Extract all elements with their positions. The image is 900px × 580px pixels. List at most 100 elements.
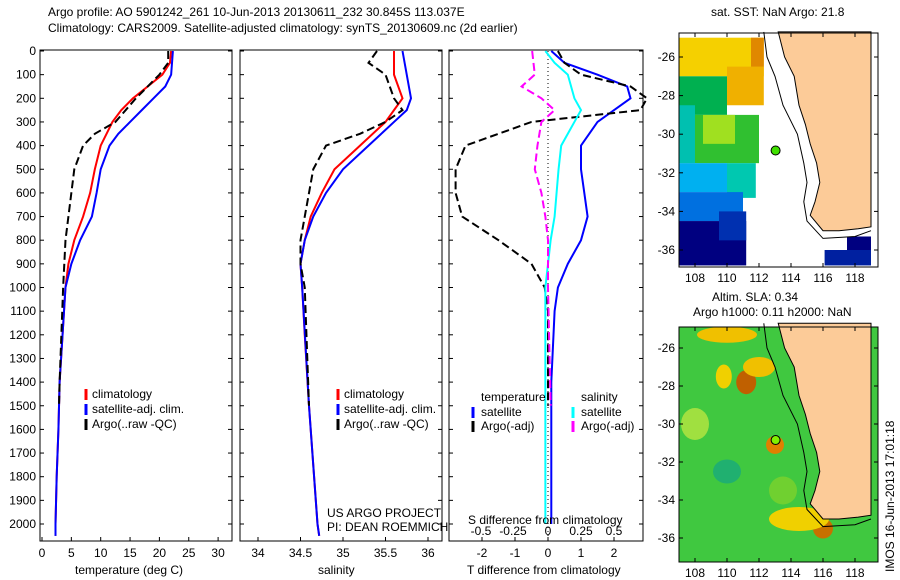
x-tick-label: 15 [123, 546, 137, 560]
land [777, 322, 872, 520]
sla-blob [715, 364, 732, 389]
sst-cell [824, 250, 871, 266]
panel-frame-2 [448, 49, 644, 542]
legend-label: satellite [481, 405, 522, 419]
lat-tick-label: -32 [658, 166, 676, 180]
y-tick-label: 1600 [9, 422, 36, 436]
land [777, 31, 872, 232]
panel-frame-0 [39, 49, 233, 542]
map-frame [678, 32, 879, 268]
y-tick-label: 400 [16, 139, 36, 153]
x-tick-label: 35.5 [374, 546, 398, 560]
y-tick-label: 0 [29, 44, 36, 58]
sla-blob [769, 476, 797, 505]
timestamp-stamp: IMOS 16-Jun-2013 17:01:18 [883, 420, 897, 572]
lat-tick-label: -32 [658, 455, 676, 469]
legend-label: satellite-adj. clim. [92, 402, 184, 416]
y-tick-label: 2000 [9, 517, 36, 531]
legend-label: climatology [344, 387, 404, 401]
y-tick-label: 800 [16, 233, 36, 247]
series-climatology [54, 50, 173, 536]
lat-tick-label: -34 [658, 204, 676, 218]
lat-tick-label: -30 [658, 417, 676, 431]
lat-tick-label: -30 [658, 127, 676, 141]
x-tick-label: 1 [578, 546, 585, 560]
x2-tick-label: -0.25 [499, 524, 527, 538]
panel-frame-1 [239, 49, 443, 542]
sla-blob [697, 326, 757, 343]
lon-tick-label: 116 [813, 271, 832, 285]
legend-title: salinity [581, 390, 618, 404]
legend-label: Argo(..raw -QC) [344, 417, 429, 431]
sst-cell [751, 37, 764, 67]
lon-tick-label: 118 [845, 271, 864, 285]
annotation-pi: PI: DEAN ROEMMICH [327, 520, 449, 534]
x-tick-label: 2 [611, 546, 618, 560]
lon-tick-label: 110 [717, 271, 736, 285]
lon-tick-label: 114 [781, 566, 800, 580]
series-satellite-adj-clim- [54, 50, 174, 536]
y-tick-label: 1800 [9, 470, 36, 484]
lat-tick-label: -34 [658, 493, 676, 507]
lon-tick-label: 110 [717, 566, 736, 580]
diff-xlabel: T difference from climatology [467, 563, 621, 577]
y-tick-label: 1200 [9, 328, 36, 342]
map-0 [678, 31, 879, 268]
y-tick-label: 600 [16, 186, 36, 200]
x2-tick-label: 0.5 [606, 524, 623, 538]
sal-xlabel: salinity [318, 563, 355, 577]
series-satellite-adj-clim- [299, 50, 413, 536]
title-line-2: Climatology: CARS2009. Satellite-adjuste… [48, 21, 518, 35]
x-tick-label: 36 [421, 546, 435, 560]
x2-tick-label: 0.25 [569, 524, 593, 538]
legend-label: Argo(-adj) [481, 419, 534, 433]
diff-x2label: S difference from climatology [468, 513, 623, 527]
sst-cell [719, 211, 747, 241]
lat-tick-label: -28 [658, 89, 676, 103]
y-tick-label: 100 [16, 68, 36, 82]
sst-cell [679, 163, 727, 193]
y-tick-label: 200 [16, 91, 36, 105]
y-tick-label: 300 [16, 115, 36, 129]
temp-xlabel: temperature (deg C) [75, 563, 184, 577]
series-t-satellite [550, 50, 632, 524]
legend-title: temperature [481, 390, 546, 404]
argo-location-marker [770, 145, 781, 156]
title-line-1: Argo profile: AO 5901242_261 10-Jun-2013… [48, 5, 465, 19]
x2-tick-label: 0 [545, 524, 552, 538]
argo-location-marker [770, 435, 781, 446]
legend-label: Argo(..raw -QC) [92, 417, 177, 431]
lat-tick-label: -26 [658, 341, 676, 355]
isobath [763, 323, 872, 528]
map2-title-1: Altim. SLA: 0.34 [712, 290, 799, 304]
legend-label: satellite-adj. clim. [344, 402, 436, 416]
x-tick-label: -1 [510, 546, 521, 560]
sla-blob [769, 507, 829, 531]
lon-tick-label: 112 [749, 566, 768, 580]
x-tick-label: 34 [251, 546, 265, 560]
x-tick-label: 34.5 [289, 546, 313, 560]
legend-label: climatology [92, 387, 152, 401]
y-tick-label: 500 [16, 162, 36, 176]
y-tick-label: 1000 [9, 281, 36, 295]
lon-tick-label: 108 [685, 566, 705, 580]
series-s-argo-adj- [519, 50, 557, 406]
sst-cell [703, 114, 735, 144]
series-argo-raw-qc- [299, 50, 404, 406]
y-tick-label: 1500 [9, 399, 36, 413]
x2-tick-label: -0.5 [471, 524, 492, 538]
lon-tick-label: 118 [845, 566, 864, 580]
x-tick-label: 20 [153, 546, 167, 560]
x-tick-label: 30 [211, 546, 225, 560]
sla-blob [736, 370, 757, 395]
sla-blob [681, 408, 709, 440]
lat-tick-label: -28 [658, 379, 676, 393]
y-tick-label: 1900 [9, 493, 36, 507]
lon-tick-label: 108 [685, 271, 705, 285]
sst-cell [847, 236, 871, 250]
series-argo-raw-qc- [58, 51, 170, 406]
sla-blob [743, 357, 775, 377]
lon-tick-label: 112 [749, 271, 768, 285]
map2-title-2: Argo h1000: 0.11 h2000: NaN [693, 305, 852, 319]
